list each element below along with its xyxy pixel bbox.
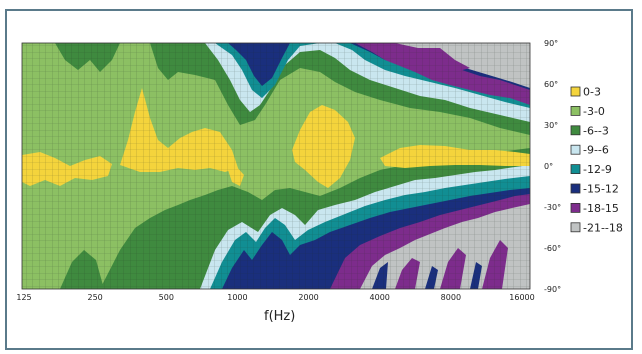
- plot-area: [22, 43, 530, 289]
- x-tick-label-1000: 1000: [227, 293, 247, 302]
- y-axis-ticks: 90° 60° 30° 0° -30° -60° -90°: [544, 39, 561, 294]
- y-tick-label-2: 30°: [544, 121, 558, 130]
- x-axis-label: f(Hz): [264, 309, 295, 324]
- legend-swatch-3: [570, 144, 581, 155]
- legend-label-2: -6--3: [583, 124, 609, 137]
- legend-swatch-4: [570, 164, 581, 175]
- plot-frame: [21, 42, 531, 290]
- legend-label-4: -12-9: [583, 163, 612, 176]
- legend-label-6: -18-15: [583, 202, 619, 215]
- x-tick-label-2000: 2000: [298, 293, 318, 302]
- y-tick-label-6: -90°: [544, 285, 561, 294]
- x-tick-label-8000: 8000: [441, 293, 461, 302]
- y-tick-label-4: -30°: [544, 203, 561, 212]
- legend-label-3: -9--6: [583, 144, 609, 157]
- legend-label-0: 0-3: [583, 86, 601, 99]
- grid-overlay: [22, 43, 530, 289]
- legend-label-1: -3-0: [583, 105, 605, 118]
- legend-swatch-7: [570, 222, 581, 233]
- x-tick-label-16000: 16000: [509, 293, 534, 302]
- legend-label-5: -15-12: [583, 183, 619, 196]
- legend-swatch-0: [570, 86, 581, 97]
- x-tick-label-500: 500: [159, 293, 174, 302]
- y-tick-label-5: -60°: [544, 244, 561, 253]
- x-tick-label-125: 125: [16, 293, 31, 302]
- legend-swatch-1: [570, 106, 581, 116]
- legend: 0-3 -3-0 -6--3 -9--6 -12-9 -15-12 -18-15 -21--1…: [570, 86, 623, 234]
- legend-swatch-5: [570, 183, 581, 194]
- legend-label-7: -21--18: [583, 221, 623, 234]
- x-tick-label-250: 250: [88, 293, 103, 302]
- legend-swatch-6: [570, 202, 581, 213]
- y-tick-label-1: 60°: [544, 80, 558, 89]
- y-tick-label-0: 90°: [544, 39, 558, 48]
- x-tick-label-4000: 4000: [370, 293, 390, 302]
- y-tick-label-3: 0°: [544, 162, 553, 171]
- x-axis-ticks: 125 250 500 1000 2000 4000 8000 16000: [16, 293, 534, 302]
- legend-swatch-2: [570, 125, 581, 136]
